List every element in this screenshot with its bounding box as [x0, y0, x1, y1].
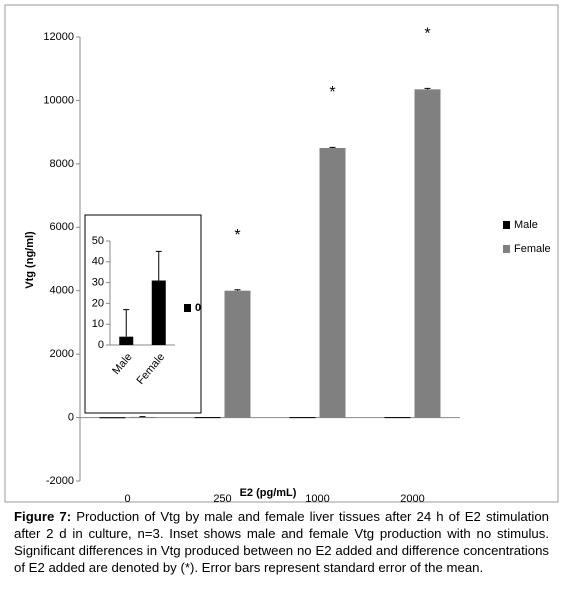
x-axis-title: E2 (pg/mL): [240, 487, 297, 499]
y-tick-label: 10000: [43, 94, 74, 106]
y-axis-title: Vtg (ng/ml): [24, 231, 36, 289]
legend-swatch: [503, 245, 510, 253]
frame: [4, 4, 559, 503]
legend-swatch: [503, 221, 510, 229]
y-tick-label: 50: [92, 235, 104, 247]
bar: [224, 290, 251, 418]
bar: [414, 89, 441, 418]
caption-text: Production of Vtg by male and female liv…: [14, 509, 550, 575]
legend-label: 0: [195, 302, 201, 314]
annotation: *: [234, 227, 240, 244]
x-tick-label: 1000: [305, 493, 329, 505]
y-tick-label: 6000: [50, 221, 74, 233]
x-tick-label: 250: [213, 493, 231, 505]
y-tick-label: 30: [92, 277, 104, 289]
y-tick-label: 12000: [43, 31, 74, 43]
error-bar: [329, 146, 336, 148]
y-tick-label: 0: [98, 339, 104, 351]
error-bar: [123, 309, 130, 337]
bar: [119, 336, 134, 345]
bar: [289, 417, 316, 419]
y-tick-label: 40: [92, 256, 104, 268]
bar: [319, 148, 346, 418]
bar: [194, 417, 221, 419]
legend-label: Female: [514, 243, 551, 255]
legend-label: Male: [514, 219, 538, 231]
caption: Figure 7: Production of Vtg by male and …: [14, 508, 549, 576]
error-bar: [234, 289, 241, 291]
y-tick-label: 0: [68, 411, 74, 423]
x-tick-label: 0: [124, 493, 130, 505]
y-tick-label: 8000: [50, 158, 74, 170]
bar: [99, 417, 126, 419]
y-tick-label: 4000: [50, 285, 74, 297]
y-tick-label: -2000: [46, 475, 74, 487]
legend-swatch: [184, 304, 191, 312]
error-bar: [424, 87, 431, 90]
y-tick-label: 10: [92, 318, 104, 330]
bar: [129, 416, 156, 418]
annotation: *: [424, 26, 430, 43]
error-bar: [155, 250, 162, 281]
chart: Vtg (ng/ml) E2 (pg/mL) -2000020004000600…: [4, 4, 559, 505]
y-tick-label: 2000: [50, 348, 74, 360]
bar: [151, 280, 166, 345]
inset-frame: [84, 214, 202, 414]
annotation: *: [329, 84, 335, 101]
y-tick-label: 20: [92, 297, 104, 309]
x-tick-label: 2000: [400, 493, 424, 505]
bar: [384, 417, 411, 419]
caption-label: Figure 7:: [14, 509, 72, 524]
